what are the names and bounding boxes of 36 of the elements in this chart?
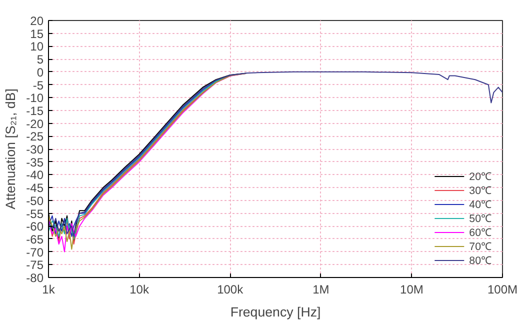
y-tick-label: -30 bbox=[26, 142, 44, 156]
y-tick-label: -15 bbox=[26, 104, 44, 118]
y-tick-label: -50 bbox=[26, 194, 44, 208]
y-tick-label: -20 bbox=[26, 116, 44, 131]
x-tick-label: 100M bbox=[487, 282, 517, 296]
y-tick-label: 0 bbox=[36, 65, 44, 80]
legend-label: 30℃ bbox=[469, 184, 492, 197]
y-tick-label: -60 bbox=[26, 220, 44, 234]
y-tick-label: 10 bbox=[30, 40, 44, 54]
x-tick-label: 10M bbox=[400, 282, 424, 296]
y-tick-label: -75 bbox=[26, 258, 44, 272]
y-tick-label: 5 bbox=[36, 52, 44, 67]
y-tick-label: -80 bbox=[26, 271, 44, 285]
y-tick-label: -55 bbox=[26, 206, 44, 221]
x-tick-label: 1M bbox=[312, 282, 330, 296]
legend-label: 60℃ bbox=[469, 226, 492, 239]
legend-label: 40℃ bbox=[469, 198, 492, 211]
legend-label: 80℃ bbox=[469, 254, 492, 267]
y-tick-label: -10 bbox=[26, 91, 44, 106]
x-tick-label: 1k bbox=[42, 282, 56, 296]
y-tick-label: -45 bbox=[26, 181, 44, 196]
y-tick-label: -25 bbox=[26, 130, 44, 144]
y-tick-label: 15 bbox=[30, 26, 44, 41]
legend-label: 50℃ bbox=[469, 212, 492, 225]
legend-label: 70℃ bbox=[469, 240, 492, 253]
y-tick-label: -5 bbox=[32, 78, 44, 92]
y-tick-label: -65 bbox=[26, 232, 44, 246]
y-tick-label: 20 bbox=[30, 14, 44, 28]
legend-label: 20℃ bbox=[469, 170, 492, 183]
y-axis-title: Attenuation [S₂₁, dB] bbox=[3, 88, 18, 210]
y-tick-label: -40 bbox=[26, 168, 44, 182]
x-tick-label: 10k bbox=[130, 282, 150, 296]
x-tick-label: 100k bbox=[217, 282, 244, 296]
y-tick-label: -70 bbox=[26, 245, 44, 260]
y-tick-label: -35 bbox=[26, 155, 44, 170]
x-axis-title: Frequency [Hz] bbox=[230, 304, 321, 320]
